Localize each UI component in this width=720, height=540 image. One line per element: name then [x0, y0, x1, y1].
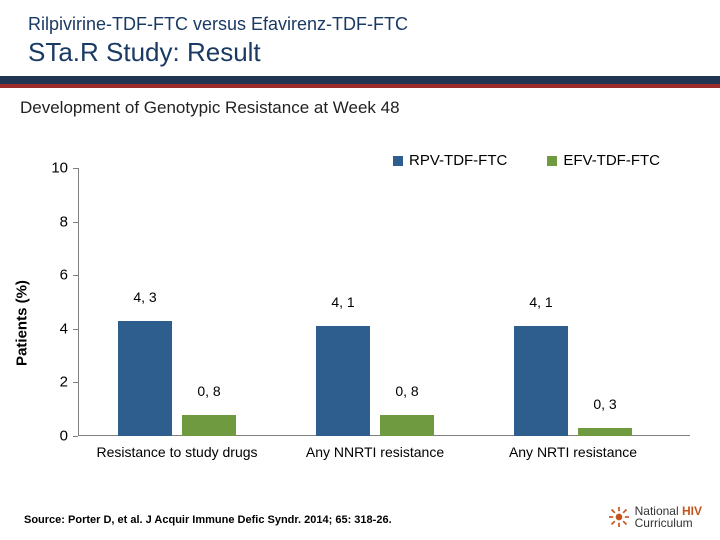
bar-value-label: 0, 3: [593, 396, 616, 412]
legend-item-efv: EFV-TDF-FTC: [547, 152, 660, 169]
bar-value-label: 0, 8: [197, 383, 220, 399]
legend-swatch-rpv: [393, 156, 403, 166]
bar-group: 4, 30, 8Resistance to study drugs: [118, 168, 236, 436]
chart: Patients (%) 02468104, 30, 8Resistance t…: [30, 168, 690, 478]
legend-item-rpv: RPV-TDF-FTC: [393, 152, 507, 169]
bar: [118, 321, 172, 436]
logo: National HIV Curriculum: [609, 505, 702, 530]
y-tick-label: 6: [60, 267, 78, 284]
source-citation: Source: Porter D, et al. J Acquir Immune…: [24, 514, 392, 526]
bar: [578, 428, 632, 436]
logo-text: National HIV Curriculum: [635, 505, 702, 530]
y-tick-label: 0: [60, 428, 78, 445]
y-tick-label: 4: [60, 320, 78, 337]
bar-group: 4, 10, 3Any NRTI resistance: [514, 168, 632, 436]
rule-dark: [0, 76, 720, 84]
bar: [514, 326, 568, 436]
bar: [380, 415, 434, 436]
bar-value-label: 4, 3: [133, 289, 156, 305]
category-label: Any NRTI resistance: [483, 444, 663, 460]
slide-title: STa.R Study: Result: [28, 37, 692, 68]
bar: [316, 326, 370, 436]
plot-area: 02468104, 30, 8Resistance to study drugs…: [78, 168, 690, 436]
category-label: Any NNRTI resistance: [285, 444, 465, 460]
bar-value-label: 4, 1: [529, 294, 552, 310]
bar-value-label: 4, 1: [331, 294, 354, 310]
legend-label-efv: EFV-TDF-FTC: [563, 152, 660, 169]
bar-group: 4, 10, 8Any NNRTI resistance: [316, 168, 434, 436]
slide: Rilpivirine-TDF-FTC versus Efavirenz-TDF…: [0, 0, 720, 540]
bar: [182, 415, 236, 436]
logo-icon: [609, 507, 629, 527]
y-tick-label: 2: [60, 374, 78, 391]
logo-line3: Curriculum: [635, 516, 693, 530]
subtitle: Development of Genotypic Resistance at W…: [0, 88, 720, 122]
y-axis-label: Patients (%): [14, 223, 31, 423]
legend-swatch-efv: [547, 156, 557, 166]
y-axis: [78, 168, 79, 436]
bar-value-label: 0, 8: [395, 383, 418, 399]
legend: RPV-TDF-FTC EFV-TDF-FTC: [393, 152, 660, 169]
y-tick-label: 8: [60, 213, 78, 230]
supertitle: Rilpivirine-TDF-FTC versus Efavirenz-TDF…: [28, 14, 692, 35]
legend-label-rpv: RPV-TDF-FTC: [409, 152, 507, 169]
y-tick-label: 10: [51, 160, 78, 177]
category-label: Resistance to study drugs: [87, 444, 267, 460]
title-area: Rilpivirine-TDF-FTC versus Efavirenz-TDF…: [0, 0, 720, 76]
